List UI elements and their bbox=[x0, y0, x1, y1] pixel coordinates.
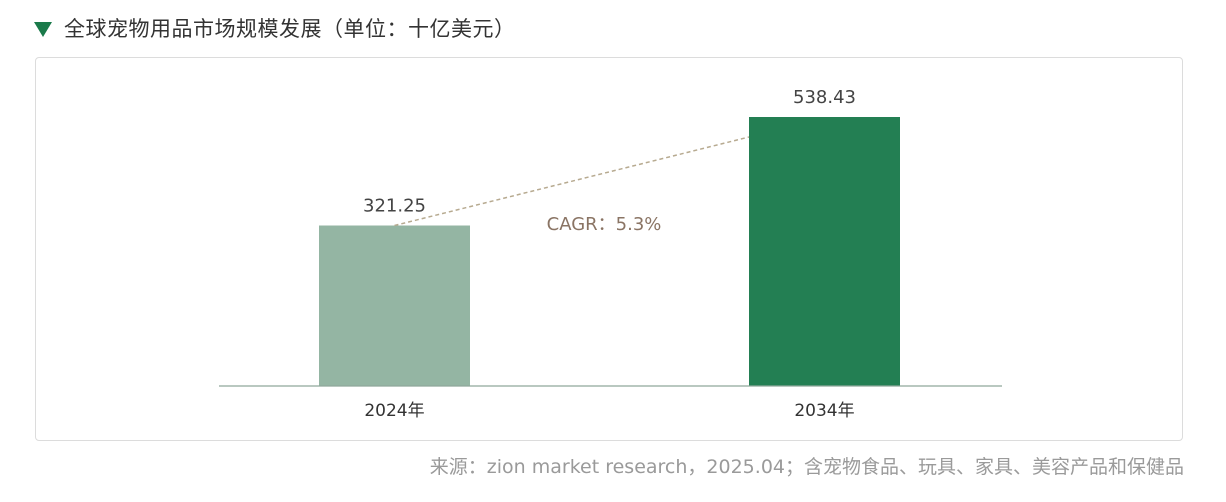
bar-0 bbox=[319, 225, 470, 386]
x-tick-label-1: 2034年 bbox=[794, 401, 854, 421]
triangle-down-icon bbox=[34, 21, 52, 37]
cagr-annotation: CAGR：5.3% bbox=[547, 214, 662, 235]
source-note: 来源：zion market research，2025.04；含宠物食品、玩具… bbox=[429, 456, 1184, 478]
data-label-1: 538.43 bbox=[793, 87, 856, 108]
bar-1 bbox=[749, 117, 900, 387]
bar-chart: 321.25 538.43 2024年 2034年 CAGR：5.3% bbox=[219, 87, 1002, 421]
chart-title: 全球宠物用品市场规模发展（单位：十亿美元） bbox=[64, 17, 516, 41]
chart-header: 全球宠物用品市场规模发展（单位：十亿美元） bbox=[34, 12, 516, 44]
x-tick-label-0: 2024年 bbox=[364, 401, 424, 421]
data-label-0: 321.25 bbox=[363, 196, 426, 217]
chart-panel: 321.25 538.43 2024年 2034年 CAGR：5.3% bbox=[35, 57, 1183, 441]
cagr-connector-line bbox=[394, 136, 750, 227]
